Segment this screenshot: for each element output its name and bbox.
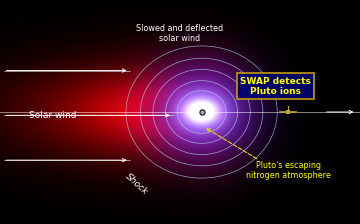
- Text: Slowed and deflected
solar wind: Slowed and deflected solar wind: [136, 24, 224, 43]
- Text: SWAP detects
Pluto ions: SWAP detects Pluto ions: [240, 77, 311, 96]
- Text: Solar wind: Solar wind: [29, 111, 76, 120]
- Text: Shock: Shock: [124, 172, 150, 197]
- Text: Pluto's escaping
nitrogen atmosphere: Pluto's escaping nitrogen atmosphere: [246, 161, 330, 180]
